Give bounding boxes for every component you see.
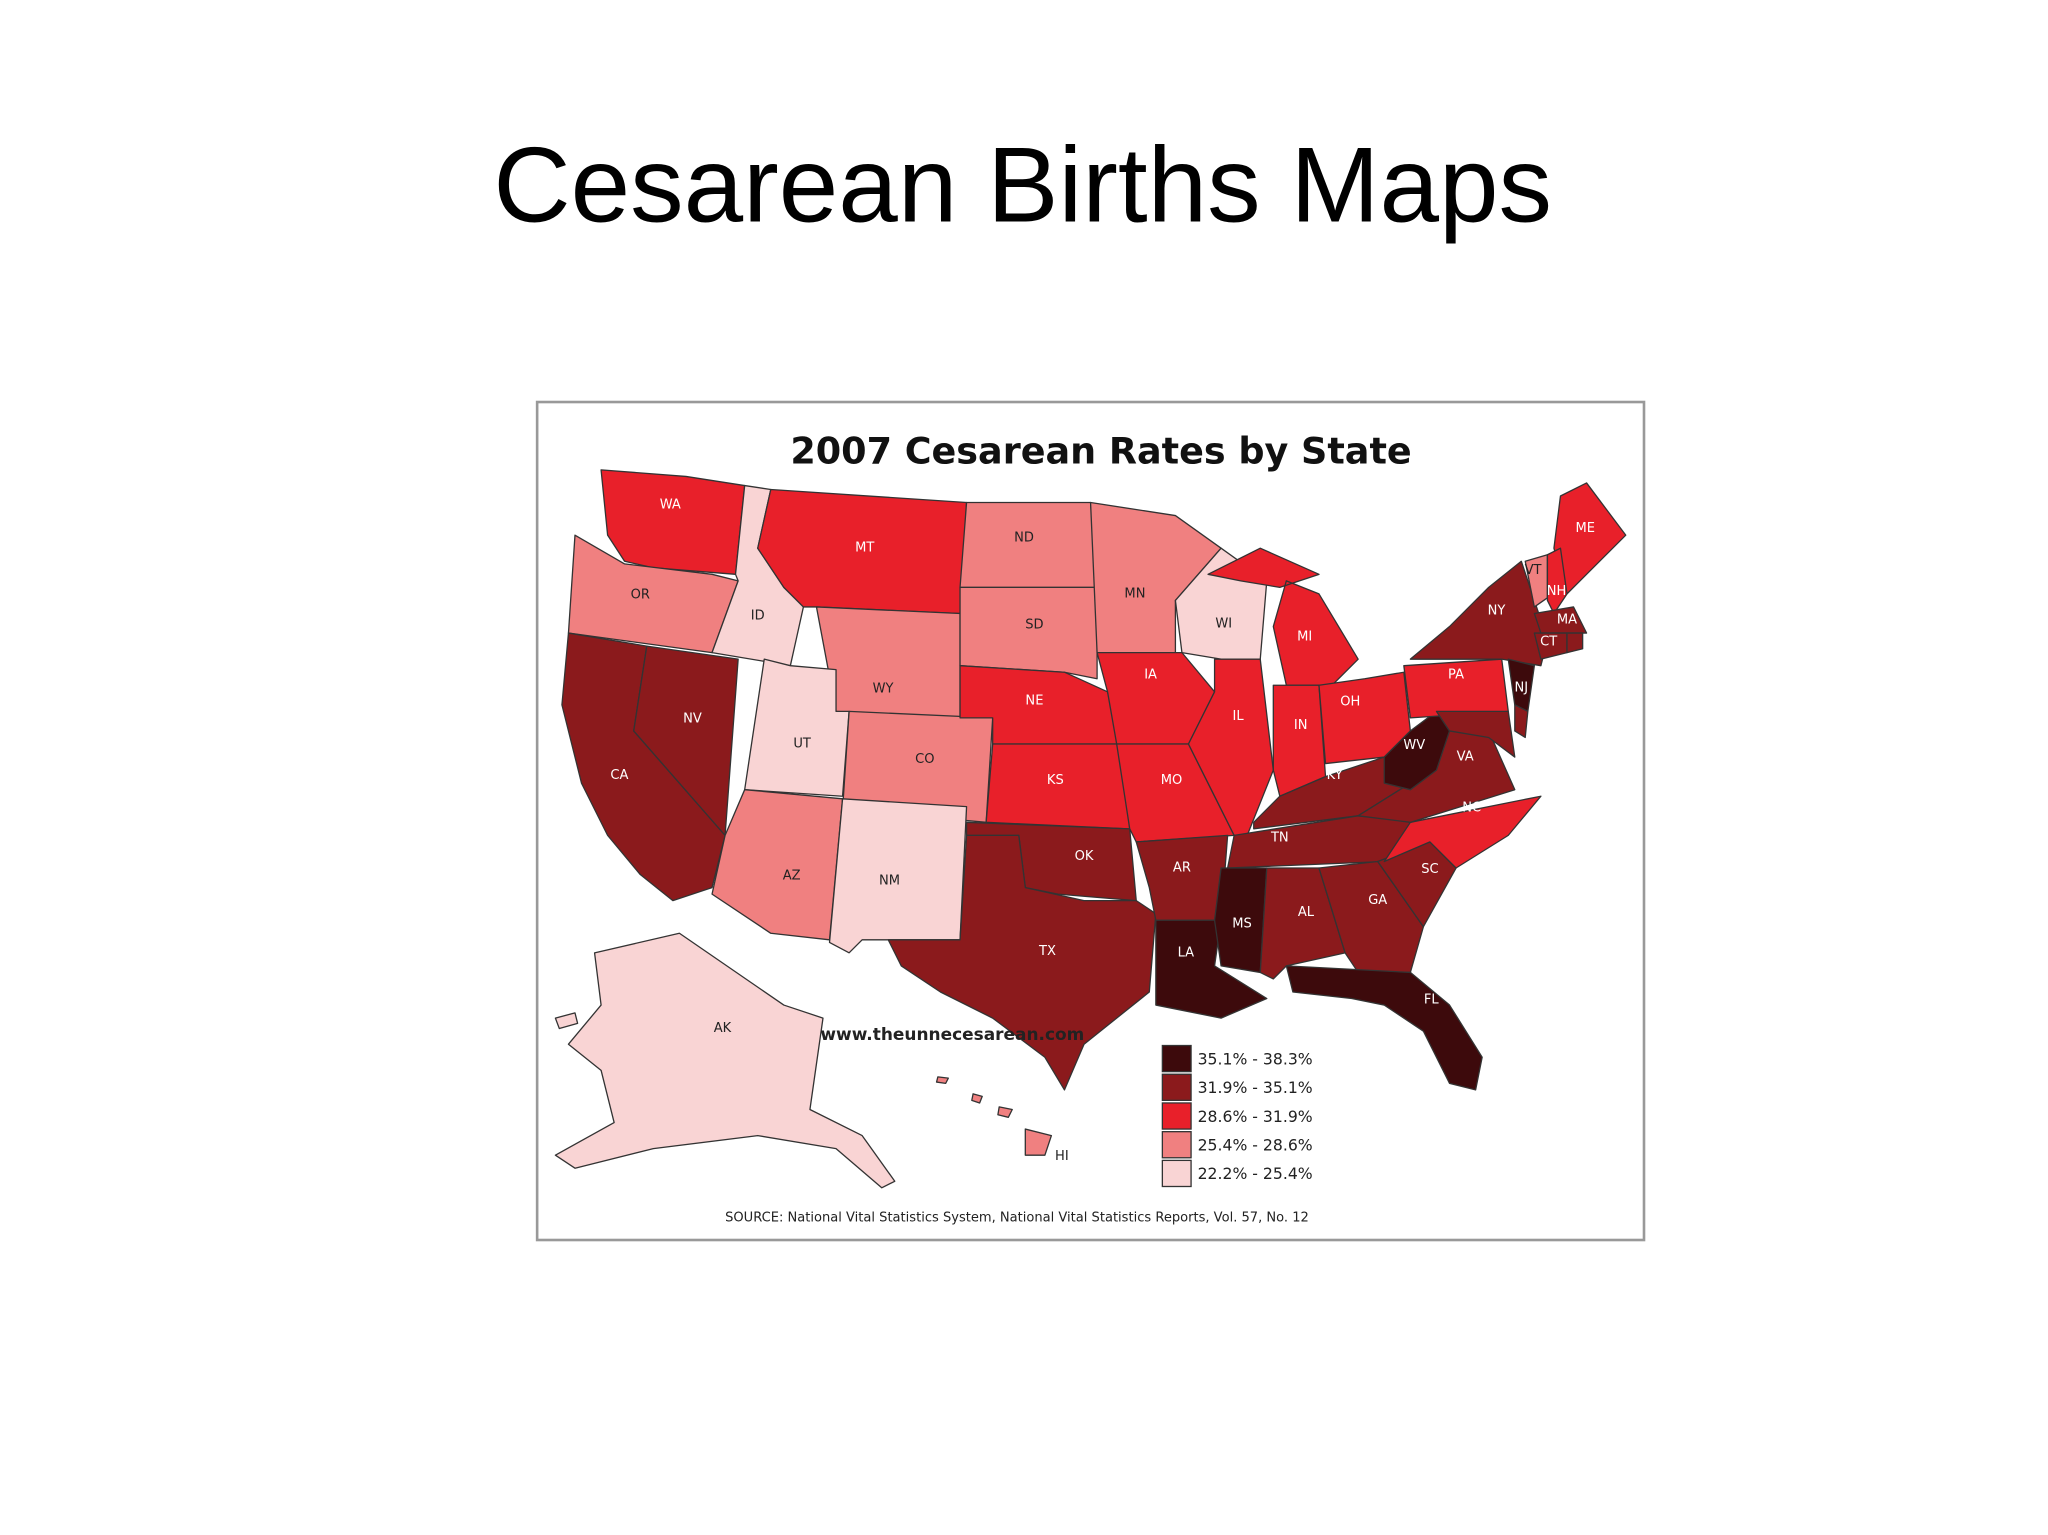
state-label: MD [1528,738,1549,753]
legend-label: 25.4% - 28.6% [1198,1136,1313,1155]
state-label: UT [793,737,811,752]
state-label: IA [1144,667,1157,682]
state-label: AZ [783,868,801,883]
state-label: AL [1298,905,1315,920]
state-label: WY [873,682,894,697]
state-label: NM [879,874,900,889]
state-label: VA [1457,750,1474,765]
legend-label: 22.2% - 25.4% [1198,1164,1313,1183]
state-label: NV [683,712,702,727]
source: SOURCE: National Vital Statistics System… [725,1210,1309,1225]
state-label: IN [1294,718,1308,733]
state-label: LA [1178,945,1195,960]
state [959,586,1098,680]
state-label: IL [1233,709,1245,724]
state-label: MT [855,541,874,556]
state [1553,482,1627,595]
state-label: WV [1403,738,1425,753]
state-label: HI [1055,1149,1069,1164]
watermark: www.theunnecesarean.com [820,1024,1084,1044]
state-label: MS [1232,917,1252,932]
state [1533,606,1588,634]
state [600,469,746,575]
state-label: MI [1297,629,1312,644]
state-label: ID [751,609,765,624]
state-label: NJ [1515,680,1529,695]
legend-swatch [1161,1159,1192,1188]
state-label: OH [1340,695,1360,710]
state-label: KY [1327,768,1343,783]
legend-swatch [1161,1102,1192,1130]
state-label: CT [1540,635,1557,650]
state-label: OR [631,588,650,603]
state-label: KS [1047,773,1064,788]
state-label: OK [1075,849,1094,864]
state-label: VT [1525,563,1542,578]
state [1514,704,1529,739]
state-label: ND [1014,530,1034,545]
state-label: ME [1576,521,1596,536]
state-label: NE [1025,693,1043,708]
state [1383,710,1451,791]
map-title: 2007 Cesarean Rates by State [790,429,1411,472]
state-label: MN [1124,586,1145,601]
state-label: NY [1488,603,1506,618]
state-label: AR [1173,861,1191,876]
legend-label: 28.6% - 31.9% [1198,1107,1313,1126]
state [1566,632,1584,654]
state-label: FL [1424,992,1440,1007]
state-label: DE [1529,712,1547,727]
state-label: PA [1448,667,1464,682]
state-label: SD [1025,618,1043,633]
state-label: SC [1421,862,1438,877]
state-label: CO [915,752,934,767]
state [1285,965,1483,1091]
state [935,1076,1053,1156]
legend-label: 35.1% - 38.3% [1198,1049,1313,1068]
state [1546,547,1568,615]
state [887,834,1157,1091]
state-label: RI [1587,636,1600,651]
state [815,606,961,719]
state-label: AK [714,1021,732,1036]
states: WA OR CA NV ID MT WY UT CO AZ NM ND SD NE KS OK TX MN IA MO… [554,469,1627,1189]
state-label: MO [1161,773,1183,788]
slide-title: Cesarean Births Maps [493,124,1552,244]
state-label: GA [1368,893,1387,908]
state-label: TN [1270,830,1289,845]
state [1213,867,1268,974]
state-label: WI [1215,616,1232,631]
state-label: TX [1038,944,1056,959]
state-label: NH [1547,584,1567,599]
state [1435,710,1516,758]
state-label: NC [1462,800,1481,815]
legend-swatch [1161,1073,1192,1101]
legend-swatch [1161,1131,1192,1159]
legend-swatch [1161,1044,1192,1073]
legend-label: 31.9% - 35.1% [1198,1078,1313,1097]
state-label: CA [610,768,628,783]
state [828,798,968,954]
state [554,932,896,1189]
state-label: WA [660,498,681,513]
legend: 35.1% - 38.3% 31.9% - 35.1% 28.6% - 31.9% 2… [1161,1044,1313,1188]
state-label: MA [1557,613,1577,628]
